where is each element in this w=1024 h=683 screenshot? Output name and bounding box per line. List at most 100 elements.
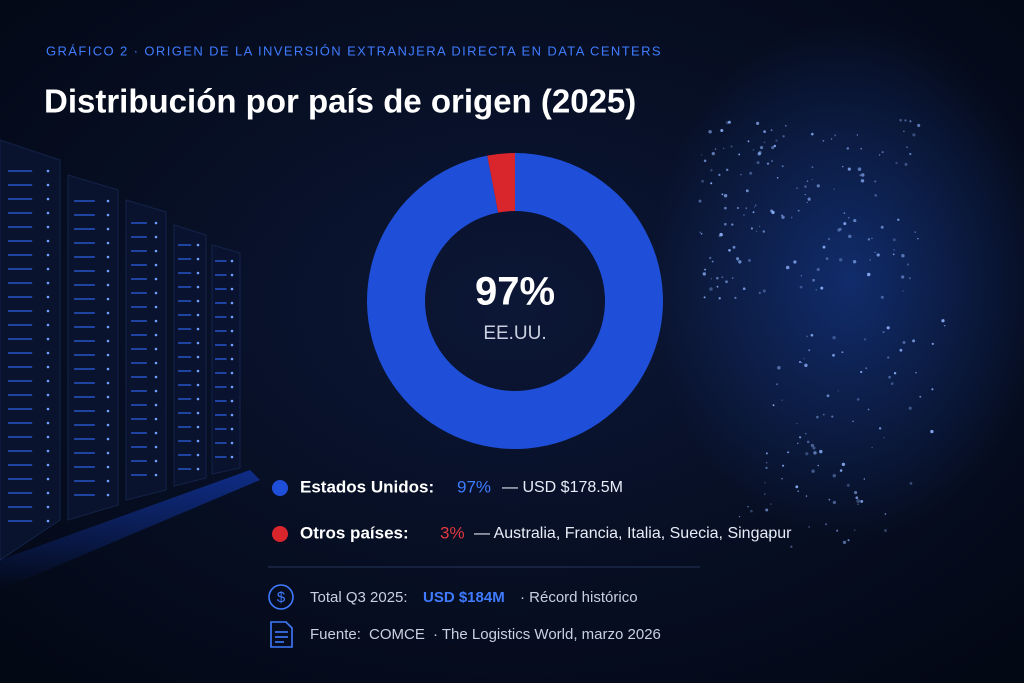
rack-light (215, 428, 227, 430)
rack-light (8, 254, 33, 256)
rack-led (106, 269, 110, 273)
rack-led (106, 479, 110, 483)
map-dot (861, 173, 865, 177)
rack-led (106, 339, 110, 343)
map-dot (892, 238, 896, 242)
map-dot (847, 167, 851, 171)
map-dot (709, 287, 713, 291)
rack-light (131, 334, 147, 336)
rack-led (230, 441, 234, 445)
map-dot (770, 129, 773, 132)
map-dot (781, 399, 783, 401)
map-dot (755, 204, 757, 207)
rack-led (230, 287, 234, 291)
rack-light (8, 478, 33, 480)
rack-led (46, 421, 50, 425)
rack-light (74, 242, 95, 244)
rack-led (106, 311, 110, 315)
map-dot (904, 119, 907, 122)
rack-light (178, 244, 192, 246)
rack-led (46, 267, 50, 271)
rack-led (230, 371, 234, 375)
source-label: Fuente: (310, 626, 361, 643)
rack-led (154, 361, 158, 365)
map-dot (723, 222, 727, 226)
map-dot (893, 249, 895, 251)
rack-led (46, 449, 50, 453)
rack-light (8, 422, 33, 424)
map-dot (728, 248, 731, 252)
map-dot (736, 259, 739, 262)
rack-light (74, 228, 95, 230)
map-dot (839, 258, 843, 262)
map-dot (700, 232, 703, 235)
rack-light (131, 250, 147, 252)
rack-led (106, 423, 110, 427)
total-value: USD $184M (423, 589, 505, 606)
map-dot (839, 227, 842, 231)
rack-light (131, 460, 147, 462)
map-dot (721, 276, 724, 279)
map-dot (931, 342, 934, 346)
map-dot (903, 130, 905, 132)
rack-led (106, 465, 110, 469)
map-dot (763, 130, 766, 134)
map-dot (812, 446, 816, 450)
map-dot (867, 408, 870, 411)
rack-light (178, 426, 192, 428)
map-dot (756, 161, 760, 165)
map-dot (781, 165, 784, 168)
rack-light (131, 292, 147, 294)
map-dot (750, 227, 753, 230)
map-dot (880, 295, 884, 299)
map-dot (723, 194, 728, 198)
legend-value: 97% (457, 477, 491, 496)
rack-light (8, 198, 33, 200)
rack-led (154, 249, 158, 253)
rack-led (196, 453, 200, 457)
map-dot (857, 503, 859, 505)
map-dot (738, 516, 741, 518)
map-dot (810, 132, 814, 136)
map-dot (703, 159, 707, 163)
map-dot (806, 201, 808, 204)
rack-light (131, 348, 147, 350)
rack-led (106, 241, 110, 245)
map-dot (822, 245, 826, 249)
rack-led (196, 243, 200, 247)
map-dot (892, 253, 895, 256)
map-dot (763, 141, 766, 144)
legend-detail: — Australia, Francia, Italia, Suecia, Si… (474, 525, 792, 542)
total-note: · Récord histórico (520, 589, 638, 606)
map-dot (745, 207, 748, 209)
donut-segment (367, 153, 664, 450)
map-dot (711, 260, 714, 263)
map-dot (912, 339, 916, 343)
rack-light (8, 464, 33, 466)
map-dot (836, 529, 839, 532)
map-dot (811, 178, 813, 181)
legend-dot (272, 526, 288, 542)
rack-led (196, 383, 200, 387)
map-dot (841, 462, 846, 467)
map-dot (853, 219, 857, 223)
map-dot (782, 135, 785, 138)
rack-led (46, 519, 50, 523)
map-dot (803, 358, 805, 360)
map-dot (902, 290, 904, 292)
rack-led (196, 467, 200, 471)
map-dot (855, 496, 859, 500)
rack-led (46, 337, 50, 341)
map-dot (867, 238, 871, 241)
rack-led (196, 411, 200, 415)
map-dot (871, 446, 873, 449)
total-label: Total Q3 2025: (310, 589, 408, 606)
map-dot (874, 180, 877, 183)
rack-led (154, 347, 158, 351)
rack-led (46, 183, 50, 187)
rack-led (106, 493, 110, 497)
rack-light (74, 354, 95, 356)
rack-led (154, 473, 158, 477)
rack-light (215, 414, 227, 416)
